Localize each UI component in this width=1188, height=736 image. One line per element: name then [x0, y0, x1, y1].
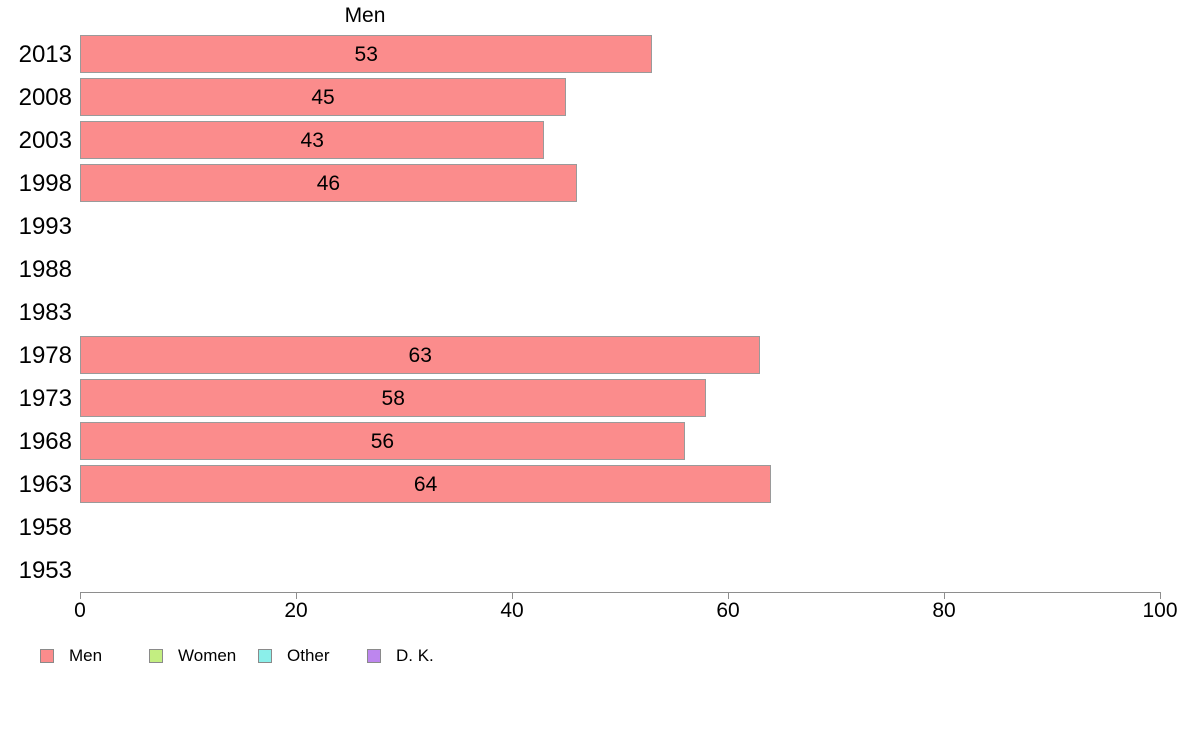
- y-axis-label: 1968: [18, 428, 72, 455]
- chart-row: 2003 43: [0, 119, 1188, 162]
- y-axis-label: 1963: [18, 471, 72, 498]
- bar-value-label: 64: [413, 472, 438, 496]
- y-axis-label: 1973: [18, 385, 72, 412]
- legend: Men Women Other D. K.: [0, 643, 1188, 669]
- chart-row: 2013 53: [0, 33, 1188, 76]
- bar-men: 58: [80, 379, 707, 417]
- bar-men: 43: [80, 121, 545, 159]
- bar-value-label: 63: [408, 343, 432, 367]
- x-axis-tick-label: 80: [932, 599, 956, 622]
- chart-row: 2008 45: [0, 76, 1188, 119]
- legend-label: Women: [178, 646, 237, 665]
- y-axis-label: 1958: [18, 514, 72, 541]
- legend-swatch-icon: [40, 649, 54, 663]
- x-axis-tick-label: 40: [500, 599, 524, 622]
- legend-swatch-icon: [149, 649, 163, 663]
- x-axis-tick: [296, 592, 297, 599]
- x-axis-tick-label: 0: [74, 599, 86, 622]
- bar-value-label: 43: [300, 128, 324, 152]
- y-axis-label: 2008: [18, 84, 72, 111]
- bar-men: 53: [80, 35, 653, 73]
- bar-value-label: 56: [370, 429, 395, 453]
- y-axis-label: 2003: [18, 127, 72, 154]
- x-axis-tick: [512, 592, 513, 599]
- x-axis-tick-label: 60: [716, 599, 740, 622]
- bar-value-label: 53: [354, 42, 378, 66]
- bar-men: 45: [80, 78, 566, 116]
- chart-row: 1988: [0, 248, 1188, 291]
- bar-value-label: 45: [311, 85, 335, 109]
- bar-men: 64: [80, 465, 772, 503]
- y-axis-label: 1998: [18, 170, 72, 197]
- x-axis-tick-label: 20: [284, 599, 308, 622]
- chart-title: Men: [344, 4, 386, 27]
- bar-value-label: 58: [381, 386, 405, 410]
- chart-row: 1983: [0, 291, 1188, 334]
- bar-men: 46: [80, 164, 577, 202]
- legend-item-men: Men: [40, 643, 102, 669]
- chart-row: 1973 58: [0, 377, 1188, 420]
- legend-label: Other: [287, 646, 330, 665]
- chart-row: 1958: [0, 506, 1188, 549]
- chart-row: 1998 46: [0, 162, 1188, 205]
- x-axis-tick-label: 100: [1142, 599, 1178, 622]
- x-axis-tick: [1160, 592, 1161, 599]
- legend-item-women: Women: [149, 643, 236, 669]
- y-axis-label: 1983: [18, 299, 72, 326]
- chart-row: 1978 63: [0, 334, 1188, 377]
- bar-men: 56: [80, 422, 685, 460]
- y-axis-label: 2013: [18, 41, 72, 68]
- x-axis-tick: [944, 592, 945, 599]
- chart-row: 1968 56: [0, 420, 1188, 463]
- chart-row: 1963 64: [0, 463, 1188, 506]
- bar-men: 63: [80, 336, 761, 374]
- chart-row: 1953: [0, 549, 1188, 592]
- bar-value-label: 46: [316, 171, 341, 195]
- x-axis-tick: [80, 592, 81, 599]
- y-axis-label: 1978: [18, 342, 72, 369]
- legend-item-other: Other: [258, 643, 330, 669]
- legend-label: Men: [69, 646, 103, 665]
- x-axis-tick: [728, 592, 729, 599]
- legend-item-d-k: D. K.: [367, 643, 434, 669]
- chart-row: 1993: [0, 205, 1188, 248]
- y-axis-label: 1993: [18, 213, 72, 240]
- x-axis-line: [80, 592, 1161, 593]
- legend-swatch-icon: [367, 649, 381, 663]
- legend-swatch-icon: [258, 649, 272, 663]
- legend-label: D. K.: [396, 646, 434, 665]
- y-axis-label: 1988: [18, 256, 72, 283]
- y-axis-label: 1953: [18, 557, 72, 584]
